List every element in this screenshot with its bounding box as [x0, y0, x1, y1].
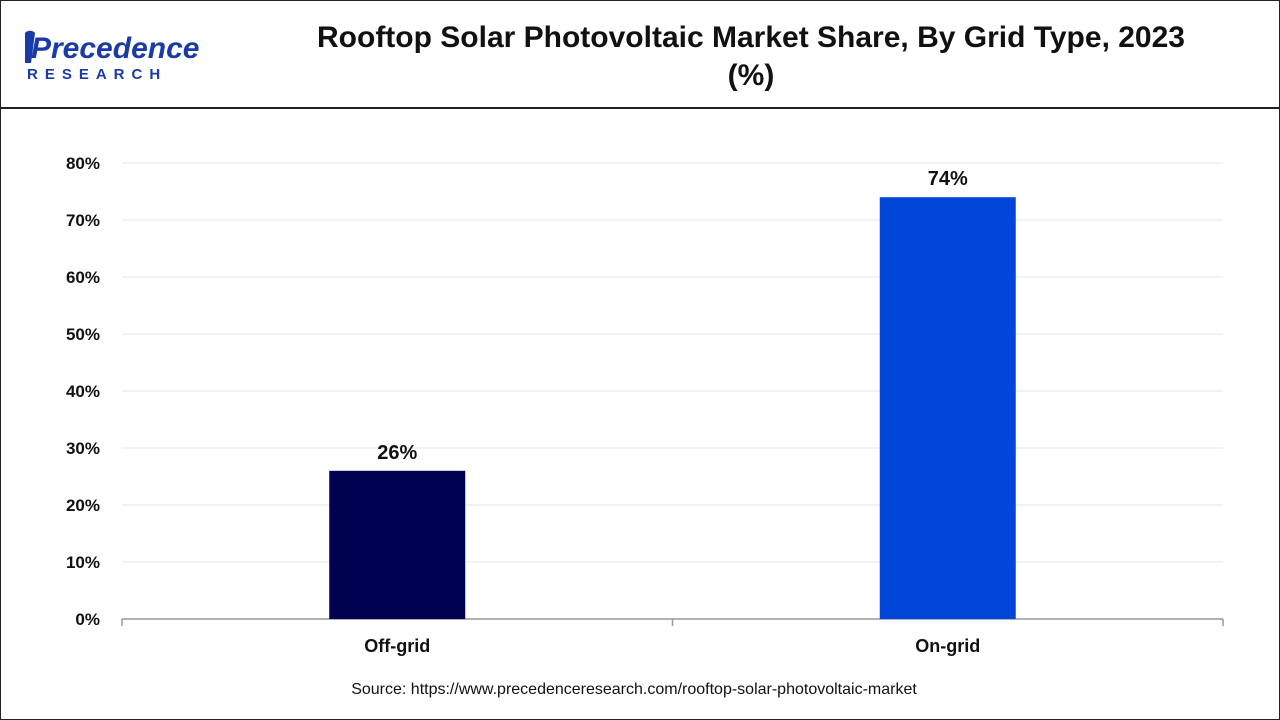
y-tick-label: 70% — [66, 211, 100, 230]
y-tick-label: 60% — [66, 268, 100, 287]
y-tick-label: 40% — [66, 382, 100, 401]
x-tick-label: Off-grid — [364, 636, 430, 656]
y-tick-label: 50% — [66, 325, 100, 344]
y-tick-label: 20% — [66, 496, 100, 515]
chart-title: Rooftop Solar Photovoltaic Market Share,… — [317, 21, 1185, 92]
y-tick-label: 0% — [75, 610, 100, 629]
logo-swoosh-icon — [25, 30, 35, 63]
data-label: 74% — [928, 168, 968, 190]
header: Precedence RESEARCH Rooftop Solar Photov… — [1, 1, 1279, 109]
source-note: Source: https://www.precedenceresearch.c… — [351, 681, 917, 698]
bar-off-grid — [329, 470, 466, 619]
brand-logo: Precedence RESEARCH — [25, 30, 199, 81]
y-tick-label: 80% — [66, 154, 100, 173]
logo-subtext: RESEARCH — [27, 66, 167, 81]
y-tick-label: 30% — [66, 439, 100, 458]
x-tick-label: On-grid — [915, 636, 980, 656]
logo-wordmark: Precedence — [31, 32, 199, 65]
y-tick-label: 10% — [66, 553, 100, 572]
bar-chart: 0% 10% 20% 30% 40% 50% 60% 70% 80% 26% Off-grid 74%… — [66, 154, 1224, 656]
bar-on-grid — [879, 197, 1016, 619]
data-label: 26% — [377, 442, 417, 464]
